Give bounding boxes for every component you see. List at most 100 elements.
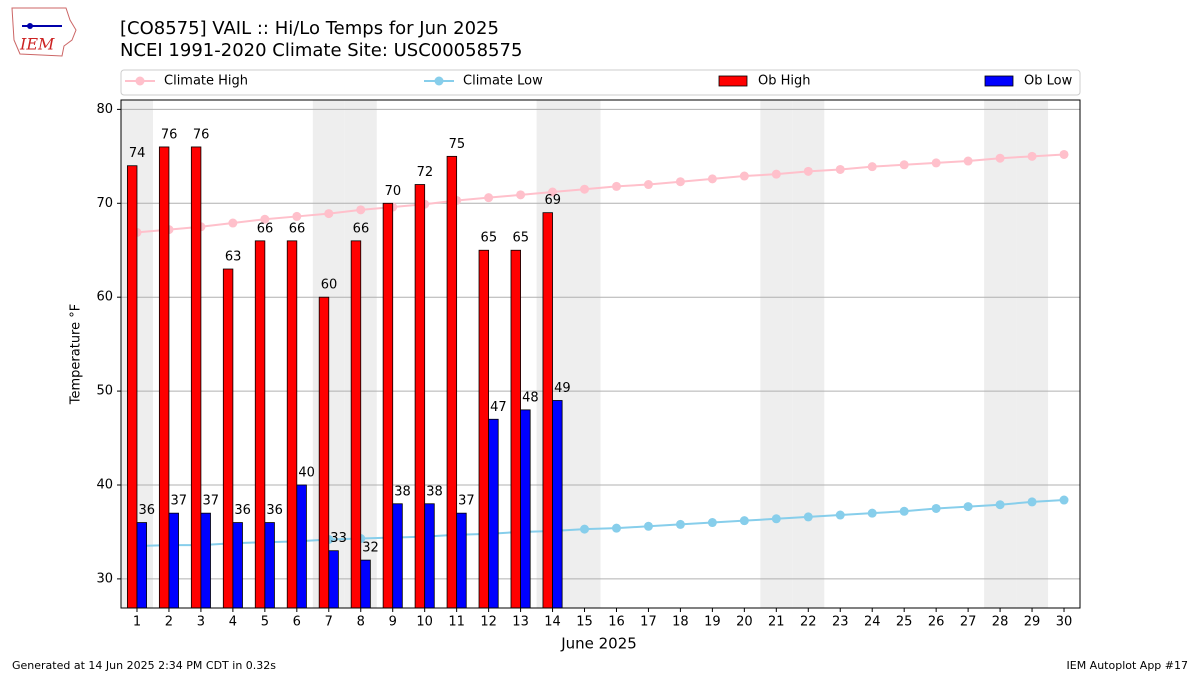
bar bbox=[552, 400, 563, 609]
x-tick-label: 7 bbox=[325, 615, 333, 630]
legend-marker bbox=[434, 76, 444, 86]
point bbox=[675, 177, 685, 187]
point bbox=[516, 190, 526, 200]
point bbox=[899, 160, 909, 170]
point bbox=[260, 214, 270, 224]
value-label: 69 bbox=[544, 193, 561, 208]
point bbox=[548, 187, 558, 197]
x-tick-label: 15 bbox=[576, 615, 593, 630]
legend-swatch bbox=[718, 75, 748, 87]
bar bbox=[382, 202, 394, 609]
value-label: 76 bbox=[193, 127, 210, 142]
x-tick-label: 22 bbox=[800, 615, 817, 630]
x-tick-label: 13 bbox=[512, 615, 529, 630]
value-label: 66 bbox=[289, 221, 306, 236]
point bbox=[835, 164, 845, 174]
value-label: 60 bbox=[321, 278, 338, 293]
value-label: 38 bbox=[426, 484, 443, 499]
shaded-band bbox=[568, 100, 601, 608]
x-tick-label: 24 bbox=[864, 615, 881, 630]
x-tick-label: 27 bbox=[960, 615, 977, 630]
legend-label: Ob High bbox=[758, 74, 811, 89]
x-tick-label: 17 bbox=[640, 615, 657, 630]
legend-marker bbox=[135, 76, 145, 86]
logo: IEM bbox=[11, 7, 77, 57]
y-tick-label: 50 bbox=[96, 384, 113, 399]
x-tick-label: 9 bbox=[389, 615, 397, 630]
x-tick-label: 28 bbox=[992, 615, 1009, 630]
bar bbox=[190, 146, 202, 609]
shaded-band bbox=[760, 100, 793, 608]
y-tick-label: 70 bbox=[96, 196, 113, 211]
x-tick-label: 11 bbox=[448, 615, 465, 630]
value-label: 49 bbox=[554, 381, 571, 396]
x-tick-label: 20 bbox=[736, 615, 753, 630]
bar bbox=[414, 184, 426, 609]
chart-subtitle: NCEI 1991-2020 Climate Site: USC00058575 bbox=[120, 40, 522, 61]
x-tick-label: 18 bbox=[672, 615, 689, 630]
x-tick-label: 4 bbox=[229, 615, 237, 630]
bar bbox=[158, 146, 170, 609]
bar bbox=[392, 503, 403, 609]
point bbox=[739, 171, 749, 181]
x-tick-label: 8 bbox=[357, 615, 365, 630]
plot-frame bbox=[120, 99, 1081, 609]
point bbox=[803, 166, 813, 176]
point bbox=[739, 516, 749, 526]
x-tick-label: 2 bbox=[165, 615, 173, 630]
point bbox=[228, 218, 238, 228]
value-label: 36 bbox=[266, 503, 283, 518]
bar bbox=[456, 512, 467, 609]
point bbox=[580, 184, 590, 194]
x-tick-label: 5 bbox=[261, 615, 269, 630]
bar bbox=[286, 240, 298, 609]
x-tick-label: 23 bbox=[832, 615, 849, 630]
bar bbox=[296, 484, 307, 609]
logo-text: IEM bbox=[19, 35, 55, 54]
point bbox=[1059, 495, 1069, 505]
x-tick-label: 14 bbox=[544, 615, 561, 630]
shaded-band bbox=[984, 100, 1017, 608]
value-label: 38 bbox=[394, 484, 411, 499]
line bbox=[136, 153, 1065, 234]
bar bbox=[542, 212, 553, 609]
bar bbox=[510, 249, 521, 609]
bar bbox=[168, 512, 179, 609]
x-tick-label: 10 bbox=[416, 615, 433, 630]
bar bbox=[360, 559, 371, 609]
x-tick-label: 19 bbox=[704, 615, 721, 630]
legend-label: Climate Low bbox=[463, 74, 543, 89]
shaded-band bbox=[1016, 100, 1049, 608]
legend-label: Ob Low bbox=[1024, 74, 1073, 89]
value-label: 37 bbox=[202, 494, 219, 509]
point bbox=[867, 162, 877, 172]
x-tick-label: 25 bbox=[896, 615, 913, 630]
x-tick-label: 12 bbox=[480, 615, 497, 630]
value-label: 32 bbox=[362, 541, 379, 556]
legend-box bbox=[120, 69, 1081, 96]
bar bbox=[328, 550, 339, 609]
bar bbox=[200, 512, 211, 609]
x-tick-label: 29 bbox=[1024, 615, 1041, 630]
point bbox=[1059, 149, 1069, 159]
value-label: 36 bbox=[234, 503, 251, 518]
bar bbox=[478, 249, 490, 609]
point bbox=[707, 518, 717, 528]
point bbox=[931, 503, 941, 513]
value-label: 65 bbox=[481, 231, 498, 246]
point bbox=[292, 211, 302, 221]
y-tick-label: 60 bbox=[96, 290, 113, 305]
point bbox=[1027, 497, 1037, 507]
point bbox=[580, 524, 590, 534]
y-tick-label: 80 bbox=[96, 102, 113, 117]
value-label: 66 bbox=[353, 221, 370, 236]
chart-title: [CO8575] VAIL :: Hi/Lo Temps for Jun 202… bbox=[120, 18, 499, 39]
point bbox=[995, 153, 1005, 163]
point bbox=[771, 169, 781, 179]
point bbox=[1027, 151, 1037, 161]
x-axis-label: June 2025 bbox=[560, 635, 637, 653]
point bbox=[611, 523, 621, 533]
point bbox=[356, 205, 366, 215]
bar bbox=[488, 418, 499, 609]
point bbox=[867, 508, 877, 518]
